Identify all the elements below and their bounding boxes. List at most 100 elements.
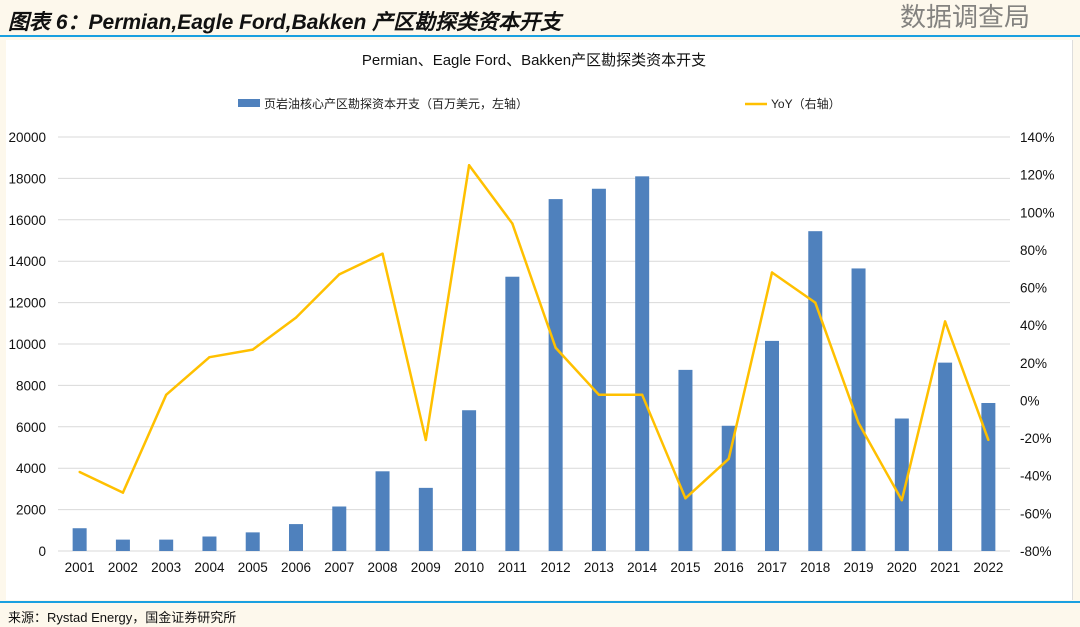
bar-2022 xyxy=(981,402,996,551)
y-left-tick-label: 12000 xyxy=(8,296,46,311)
legend-bar-label: 页岩油核心产区勘探资本开支（百万美元，左轴） xyxy=(264,96,528,111)
bar-2011 xyxy=(505,276,520,551)
yoy-point-2001 xyxy=(78,470,81,474)
x-tick-label: 2021 xyxy=(930,560,960,575)
x-tick-label: 2019 xyxy=(844,560,874,575)
bar-2003 xyxy=(159,539,174,551)
yoy-point-2016 xyxy=(727,457,730,460)
y-left-tick-label: 4000 xyxy=(16,461,46,476)
x-tick-label: 2007 xyxy=(324,560,354,575)
y-left-tick-label: 14000 xyxy=(8,254,46,269)
yoy-point-2012 xyxy=(554,346,557,349)
yoy-point-2013 xyxy=(597,393,601,397)
yoy-point-2002 xyxy=(121,491,125,494)
y-right-tick-label: -60% xyxy=(1020,506,1052,521)
y-left-tick-label: 6000 xyxy=(16,420,46,435)
x-tick-label: 2009 xyxy=(411,560,441,575)
yoy-point-2004 xyxy=(208,355,211,359)
yoy-point-2006 xyxy=(294,316,298,319)
bar-2002 xyxy=(115,539,130,551)
watermark: 数据调查局 xyxy=(900,2,1031,32)
x-tick-label: 2011 xyxy=(498,560,527,575)
bar-2021 xyxy=(938,362,953,551)
yoy-point-2018 xyxy=(814,301,817,304)
bar-2015 xyxy=(678,369,693,551)
x-tick-label: 2015 xyxy=(670,560,700,575)
yoy-point-2009 xyxy=(424,438,428,442)
bar-2004 xyxy=(202,536,217,551)
source-note: 来源：Rystad Energy，国金证券研究所 xyxy=(8,610,237,625)
bar-2010 xyxy=(462,410,477,551)
yoy-point-2014 xyxy=(640,393,644,397)
bar-2019 xyxy=(851,268,866,551)
y-left-tick-label: 20000 xyxy=(8,130,46,145)
yoy-point-2003 xyxy=(164,393,168,397)
yoy-point-2008 xyxy=(381,252,384,255)
bar-2014 xyxy=(635,176,650,551)
yoy-point-2022 xyxy=(987,438,990,442)
x-tick-label: 2017 xyxy=(757,560,787,575)
bar-2012 xyxy=(548,199,563,551)
bar-2007 xyxy=(332,506,347,551)
x-tick-label: 2004 xyxy=(194,560,225,575)
y-left-tick-label: 2000 xyxy=(16,503,46,518)
bar-2017 xyxy=(765,340,779,551)
yoy-point-2005 xyxy=(251,348,254,351)
bar-2020 xyxy=(894,418,909,551)
x-tick-label: 2006 xyxy=(281,560,311,575)
y-left-tick-label: 18000 xyxy=(8,171,46,186)
y-right-tick-label: 100% xyxy=(1020,205,1055,220)
yoy-line xyxy=(79,163,990,502)
bar-2005 xyxy=(245,532,260,551)
x-tick-label: 2013 xyxy=(584,560,614,575)
x-tick-label: 2001 xyxy=(65,560,95,575)
x-tick-label: 2002 xyxy=(108,560,138,575)
x-tick-label: 2022 xyxy=(973,560,1003,575)
yoy-point-2015 xyxy=(684,497,687,500)
yoy-point-2019 xyxy=(857,421,860,425)
footer-divider xyxy=(0,601,1080,603)
bar-2001 xyxy=(72,528,87,551)
y-right-tick-label: 120% xyxy=(1020,168,1055,183)
yoy-point-2021 xyxy=(943,320,947,323)
x-tick-label: 2005 xyxy=(238,560,268,575)
yoy-point-2010 xyxy=(467,164,471,167)
y-left-tick-label: 10000 xyxy=(8,337,46,352)
x-tick-label: 2012 xyxy=(541,560,571,575)
yoy-point-2017 xyxy=(770,271,774,274)
legend-line-label: YoY（右轴） xyxy=(771,96,841,111)
y-left-tick-label: 16000 xyxy=(8,213,46,228)
y-right-tick-label: 40% xyxy=(1020,318,1047,333)
y-right-tick-label: -40% xyxy=(1020,469,1052,484)
bar-2016 xyxy=(721,425,736,551)
x-tick-label: 2016 xyxy=(714,560,744,575)
y-left-tick-label: 0 xyxy=(38,544,46,559)
bar-2018 xyxy=(808,231,823,551)
y-right-tick-label: 20% xyxy=(1020,356,1047,371)
bar-2009 xyxy=(418,487,433,551)
x-tick-label: 2010 xyxy=(454,560,484,575)
yoy-point-2011 xyxy=(511,222,514,225)
bar-2006 xyxy=(289,524,303,551)
chart-title: Permian、Eagle Ford、Bakken产区勘探类资本开支 xyxy=(362,52,706,69)
x-tick-label: 2018 xyxy=(800,560,830,575)
y-right-tick-label: 60% xyxy=(1020,281,1047,296)
y-right-tick-label: -80% xyxy=(1020,544,1052,559)
x-tick-label: 2014 xyxy=(627,560,658,575)
y-right-tick-label: 0% xyxy=(1020,393,1040,408)
yoy-point-2020 xyxy=(900,498,904,502)
yoy-point-2007 xyxy=(338,273,341,276)
y-right-tick-label: 80% xyxy=(1020,243,1047,258)
x-tick-label: 2020 xyxy=(887,560,917,575)
y-left-tick-label: 8000 xyxy=(16,378,46,393)
y-right-tick-label: -20% xyxy=(1020,431,1052,446)
bar-2013 xyxy=(591,188,606,551)
x-tick-label: 2003 xyxy=(151,560,181,575)
y-right-tick-label: 140% xyxy=(1020,130,1055,145)
figure-title: 图表 6：Permian,Eagle Ford,Bakken 产区勘探类资本开支 xyxy=(8,11,562,34)
title-divider xyxy=(0,35,1080,37)
x-tick-label: 2008 xyxy=(368,560,398,575)
legend-bar-swatch xyxy=(238,99,260,107)
